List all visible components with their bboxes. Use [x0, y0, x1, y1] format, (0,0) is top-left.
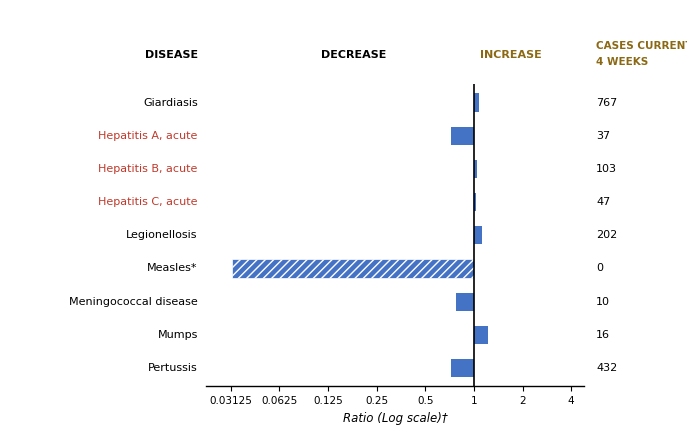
Bar: [474, 326, 488, 344]
Text: 432: 432: [596, 363, 618, 373]
Text: Mumps: Mumps: [157, 330, 198, 340]
Text: 16: 16: [596, 330, 610, 340]
Bar: [474, 94, 480, 112]
Text: Measles*: Measles*: [147, 263, 198, 274]
Bar: [455, 293, 474, 311]
Text: Legionellosis: Legionellosis: [126, 230, 198, 240]
Text: Pertussis: Pertussis: [148, 363, 198, 373]
Text: DECREASE: DECREASE: [321, 50, 386, 60]
Text: 37: 37: [596, 131, 611, 141]
Text: 202: 202: [596, 230, 618, 240]
Bar: [474, 226, 482, 245]
Bar: [474, 160, 477, 178]
Text: 10: 10: [596, 297, 610, 307]
Text: 47: 47: [596, 197, 611, 207]
Text: 0: 0: [596, 263, 603, 274]
Text: 103: 103: [596, 164, 618, 174]
Text: Hepatitis A, acute: Hepatitis A, acute: [98, 131, 198, 141]
Text: INCREASE: INCREASE: [480, 50, 542, 60]
Text: DISEASE: DISEASE: [145, 50, 198, 60]
Text: CASES CURRENT: CASES CURRENT: [596, 41, 687, 51]
Bar: [451, 359, 474, 377]
X-axis label: Ratio (Log scale)†: Ratio (Log scale)†: [343, 412, 447, 424]
Text: 767: 767: [596, 98, 618, 107]
Text: Hepatitis B, acute: Hepatitis B, acute: [98, 164, 198, 174]
Bar: [232, 259, 474, 278]
Bar: [451, 127, 474, 145]
Text: Meningococcal disease: Meningococcal disease: [69, 297, 198, 307]
Text: Hepatitis C, acute: Hepatitis C, acute: [98, 197, 198, 207]
Text: 4 WEEKS: 4 WEEKS: [596, 56, 649, 67]
Bar: [474, 193, 476, 211]
Text: Giardiasis: Giardiasis: [143, 98, 198, 107]
